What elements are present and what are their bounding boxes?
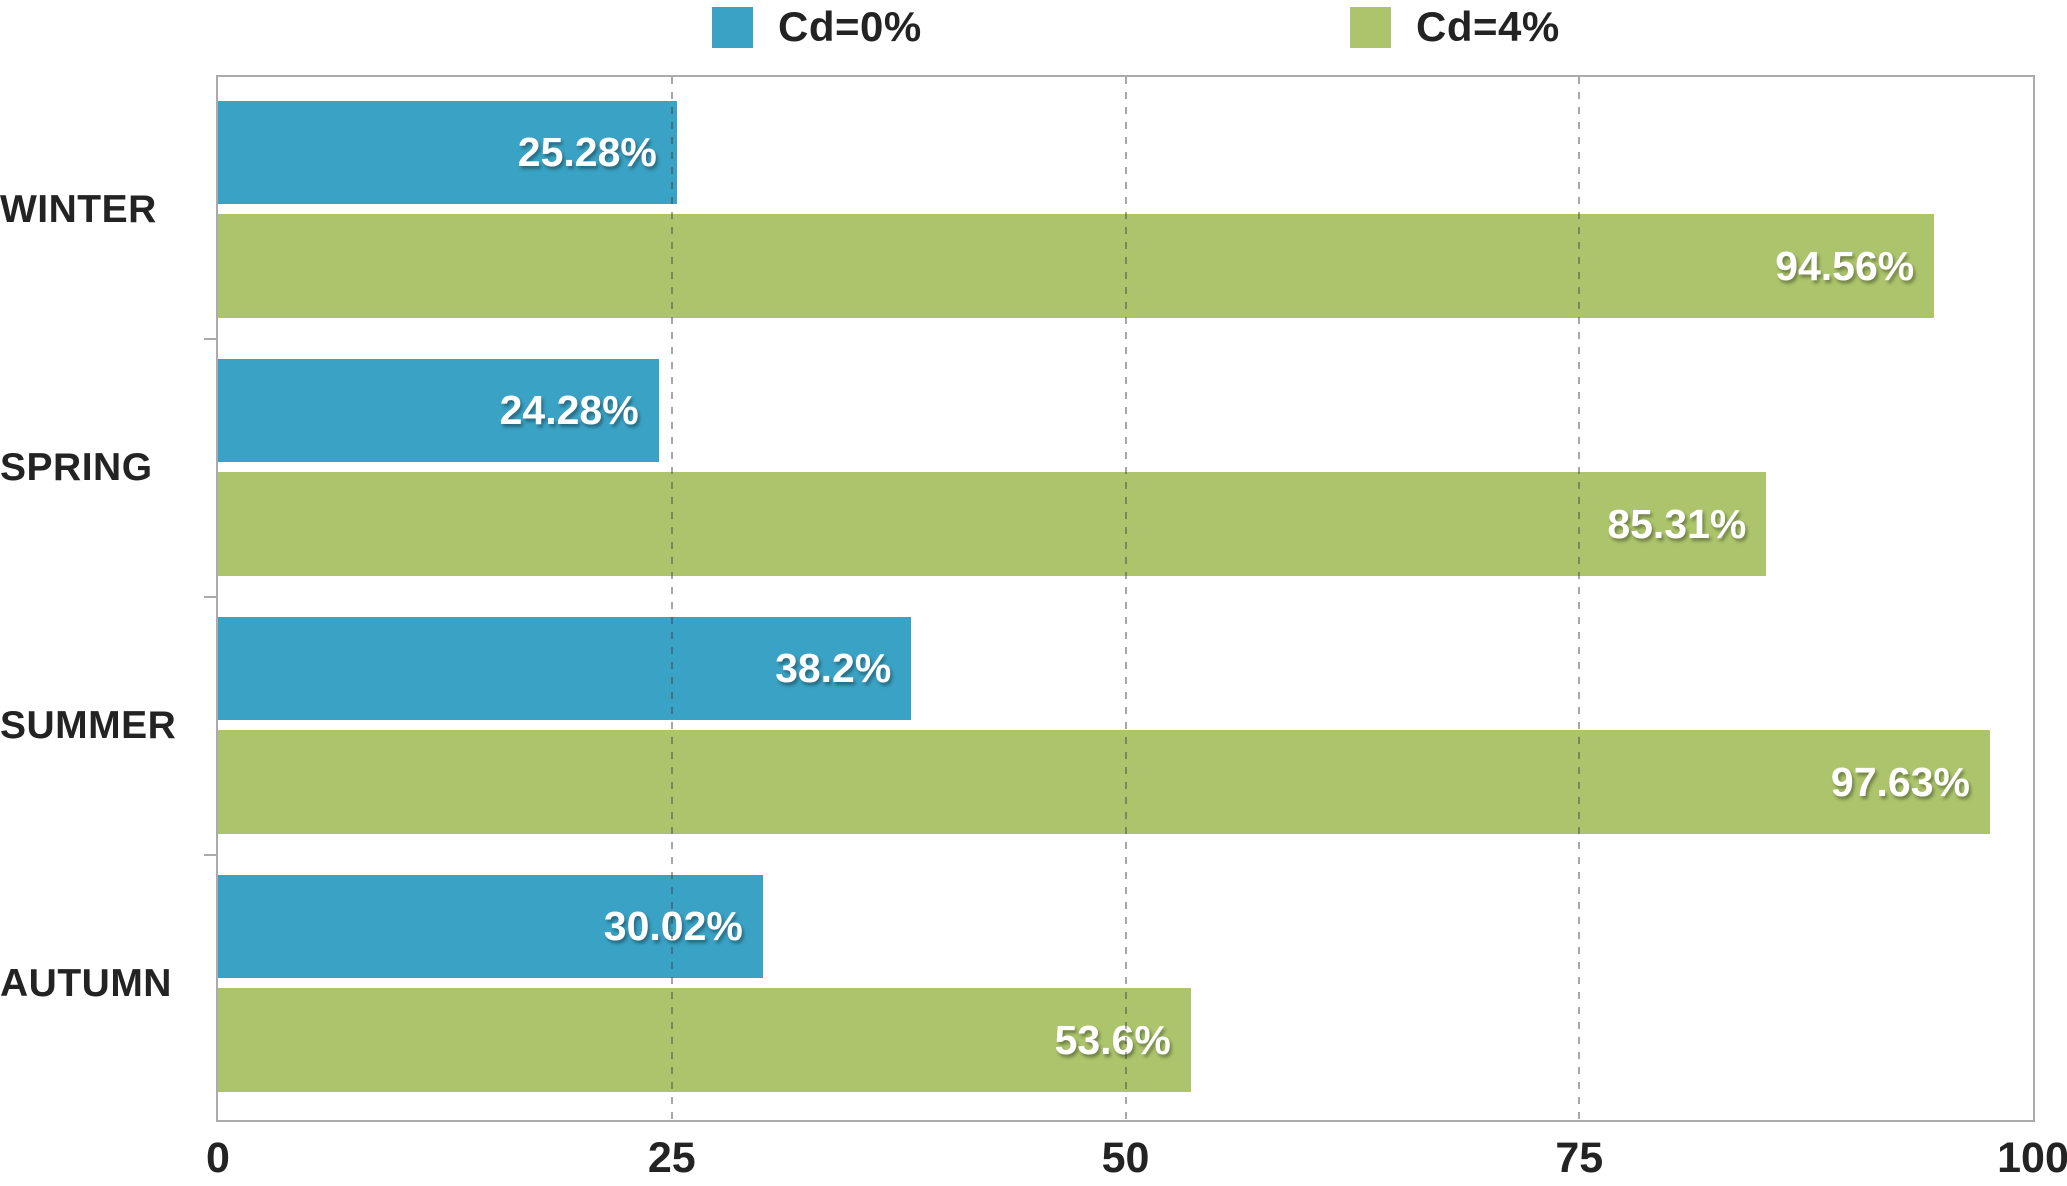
legend-item-cd4: Cd=4% bbox=[1350, 3, 1560, 50]
bar-value-label: 53.6% bbox=[1054, 1016, 1171, 1063]
plot-area: 25.28% 94.56% 24.28% 85.31% 38.2% 97.63% 30.02… bbox=[216, 75, 2035, 1122]
y-axis-minor-tick bbox=[204, 337, 217, 340]
bar-value-label: 94.56% bbox=[1775, 242, 1915, 289]
x-tick-label-25: 25 bbox=[647, 1134, 696, 1182]
legend-swatch-cd0 bbox=[712, 6, 753, 48]
bar-series0-spring: 24.28% bbox=[218, 359, 659, 462]
category-label-autumn: AUTUMN bbox=[0, 961, 172, 1005]
x-tick-label-0: 0 bbox=[206, 1134, 230, 1182]
x-tick-label-75: 75 bbox=[1555, 1134, 1604, 1182]
category-label-summer: SUMMER bbox=[0, 703, 177, 747]
legend-label-cd0: Cd=0% bbox=[778, 3, 922, 50]
category-label-winter: WINTER bbox=[0, 187, 157, 231]
bar-series1-autumn: 53.6% bbox=[218, 988, 1191, 1092]
x-tick-label-100: 100 bbox=[1997, 1134, 2067, 1182]
legend-swatch-cd4 bbox=[1350, 6, 1391, 48]
bar-value-label: 97.63% bbox=[1830, 758, 1970, 805]
gridline-25 bbox=[670, 77, 673, 1120]
bar-series1-summer: 97.63% bbox=[218, 730, 1990, 834]
legend-item-cd0: Cd=0% bbox=[712, 3, 922, 50]
gridline-75 bbox=[1578, 77, 1581, 1120]
x-tick-label-50: 50 bbox=[1101, 1134, 1150, 1182]
legend-label-cd4: Cd=4% bbox=[1416, 3, 1560, 50]
bar-series1-winter: 94.56% bbox=[218, 214, 1935, 318]
y-axis-minor-tick bbox=[204, 595, 217, 598]
y-axis-minor-tick bbox=[204, 853, 217, 856]
bar-value-label: 24.28% bbox=[499, 387, 639, 433]
bar-value-label: 30.02% bbox=[603, 903, 743, 949]
bar-value-label: 85.31% bbox=[1607, 500, 1747, 547]
bar-value-label: 25.28% bbox=[517, 129, 657, 175]
bar-series0-summer: 38.2% bbox=[218, 617, 912, 720]
bar-series0-autumn: 30.02% bbox=[218, 875, 763, 978]
category-label-spring: SPRING bbox=[0, 445, 153, 489]
bar-value-label: 38.2% bbox=[775, 645, 892, 691]
bar-series0-winter: 25.28% bbox=[218, 101, 677, 204]
bar-series1-spring: 85.31% bbox=[218, 472, 1767, 576]
gridline-50 bbox=[1124, 77, 1127, 1120]
